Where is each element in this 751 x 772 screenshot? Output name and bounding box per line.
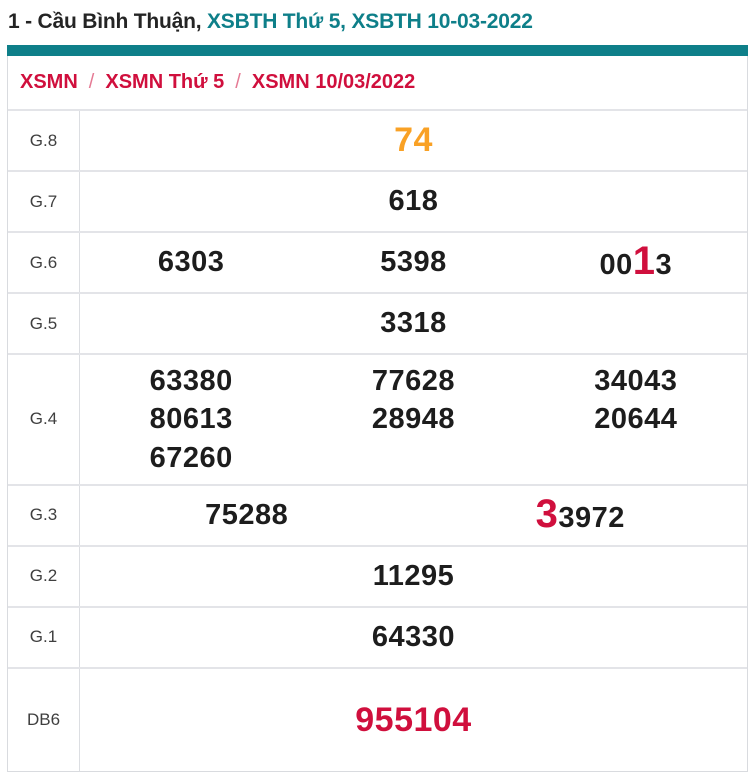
breadcrumb-separator: / bbox=[235, 71, 241, 93]
prize-values: 64330 bbox=[80, 608, 747, 667]
prize-number: 33972 bbox=[535, 492, 625, 537]
prize-number: 11295 bbox=[372, 560, 455, 593]
prize-values: 11295 bbox=[80, 547, 747, 606]
prize-number: 618 bbox=[388, 185, 439, 218]
table-row-g2: G.2 11295 bbox=[8, 546, 747, 608]
page-title-prefix: 1 - Cầu Bình Thuận, bbox=[8, 10, 207, 33]
highlighted-digit: 1 bbox=[632, 239, 656, 284]
table-row-g4: G.4 63380 77628 34043 80613 28948 20644 67260 bbox=[8, 355, 747, 486]
prize-values: 955104 bbox=[80, 669, 747, 771]
prize-number: 28948 bbox=[371, 403, 456, 436]
table-row-g3: G.3 75288 33972 bbox=[8, 485, 747, 547]
prize-label: DB6 bbox=[8, 668, 80, 771]
table-row-g8: G.8 74 bbox=[8, 111, 747, 172]
prize-values: 75288 33972 bbox=[80, 486, 747, 545]
table-row-g7: G.7 618 bbox=[8, 172, 747, 233]
table-row-g1: G.1 64330 bbox=[8, 607, 747, 669]
prize-number: 6303 bbox=[157, 246, 225, 279]
accent-divider-bar bbox=[7, 45, 748, 56]
prize-label: G.4 bbox=[8, 355, 80, 484]
prize-label: G.8 bbox=[8, 111, 80, 170]
prize-number: 67260 bbox=[149, 441, 233, 474]
prize-values: 618 bbox=[80, 172, 747, 231]
prize-number: 955104 bbox=[355, 700, 472, 739]
breadcrumb-link-3[interactable]: XSMN 10/03/2022 bbox=[251, 71, 416, 93]
prize-values: 63380 77628 34043 80613 28948 20644 67260 bbox=[80, 355, 747, 484]
prize-number: 34043 bbox=[594, 365, 678, 397]
breadcrumb: XSMN / XSMN Thứ 5 / XSMN 10/03/2022 bbox=[8, 56, 747, 111]
prize-label: G.1 bbox=[8, 607, 80, 667]
prize-values: 6303 5398 0013 bbox=[80, 233, 747, 292]
prize-label: G.3 bbox=[8, 485, 80, 545]
table-row-g6: G.6 6303 5398 0013 bbox=[8, 233, 747, 294]
prize-label: G.7 bbox=[8, 172, 80, 231]
lottery-results-table: G.8 74 G.7 618 G.6 6303 5398 0013 G.5 3318 G.4 6338… bbox=[8, 111, 747, 771]
page-title: 1 - Cầu Bình Thuận, XSBTH Thứ 5, XSBTH 1… bbox=[7, 0, 748, 45]
prize-number: 75288 bbox=[205, 499, 289, 532]
breadcrumb-separator: / bbox=[88, 71, 95, 93]
prize-number: 64330 bbox=[371, 621, 456, 654]
prize-label: G.2 bbox=[8, 546, 80, 606]
results-panel: XSMN / XSMN Thứ 5 / XSMN 10/03/2022 G.8 74 G.7… bbox=[7, 56, 748, 772]
breadcrumb-link-2[interactable]: XSMN Thứ 5 bbox=[105, 71, 225, 93]
prize-values: 74 bbox=[80, 111, 747, 170]
page-title-highlight: XSBTH Thứ 5, XSBTH 10-03-2022 bbox=[207, 10, 533, 33]
prize-values: 3318 bbox=[80, 294, 747, 353]
table-row-db6: DB6 955104 bbox=[8, 668, 747, 771]
prize-number: 3318 bbox=[380, 307, 447, 340]
prize-label: G.5 bbox=[8, 294, 80, 353]
prize-number: 5398 bbox=[380, 246, 447, 279]
prize-number: 0013 bbox=[599, 239, 673, 284]
prize-number: 80613 bbox=[149, 403, 233, 436]
prize-label: G.6 bbox=[8, 233, 80, 292]
prize-number: 63380 bbox=[149, 365, 233, 397]
highlighted-digit: 3 bbox=[535, 492, 559, 537]
prize-number: 74 bbox=[394, 121, 433, 160]
table-row-g5: G.5 3318 bbox=[8, 294, 747, 355]
prize-number: 77628 bbox=[371, 365, 456, 397]
prize-number: 20644 bbox=[594, 403, 678, 436]
breadcrumb-link-1[interactable]: XSMN bbox=[20, 71, 78, 93]
